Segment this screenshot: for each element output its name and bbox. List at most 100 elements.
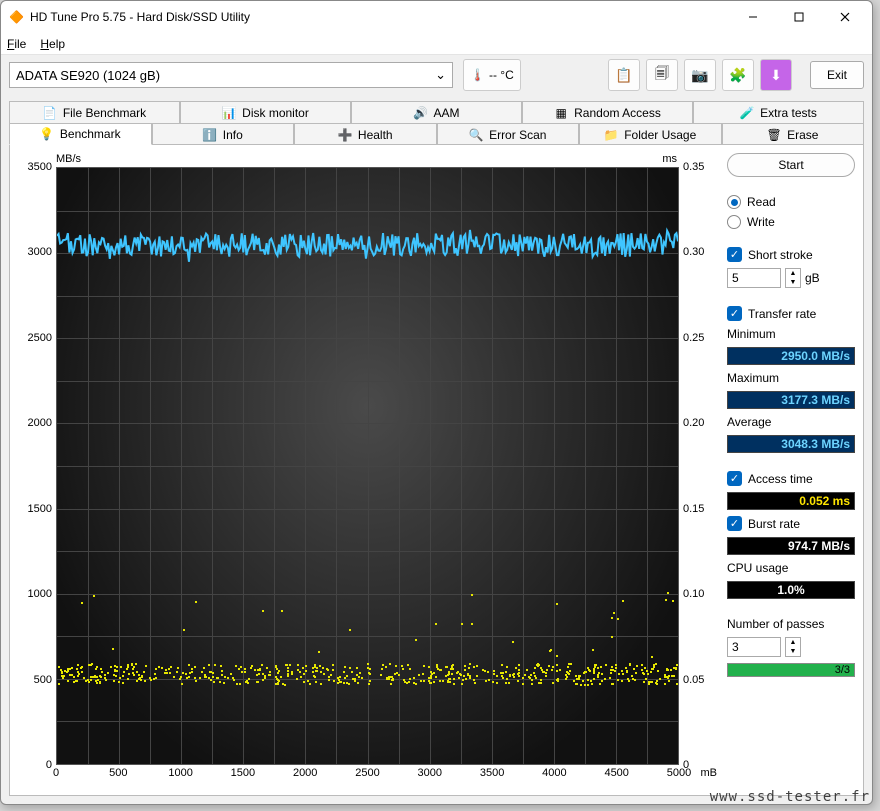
- y-left-tick: 1000: [28, 588, 52, 600]
- tab-icon: ➕: [338, 128, 352, 142]
- temperature-display: 🌡️ -- °C: [463, 59, 521, 91]
- chart-area: 0500100015002000250030003500 00.050.100.…: [18, 167, 719, 765]
- tabrow-top: 📄 File Benchmark 📊Disk monitor🔊AAM ▦ Random …: [9, 101, 864, 123]
- tab-icon: 🧪: [740, 106, 754, 120]
- read-radio[interactable]: Read: [727, 195, 855, 209]
- y-right-tick: 0.35: [683, 161, 704, 173]
- thermometer-icon: 🌡️: [470, 68, 485, 82]
- tab-info[interactable]: ℹ️Info: [152, 123, 295, 145]
- tab-extra-tests[interactable]: 🧪Extra tests: [693, 101, 864, 123]
- y-right-tick: 0.15: [683, 503, 704, 515]
- tab-health[interactable]: ➕Health: [294, 123, 437, 145]
- passes-spinner: ▲▼: [727, 637, 855, 657]
- check-icon: ✓: [727, 306, 742, 321]
- burst-rate-value: 974.7 MB/s: [727, 537, 855, 555]
- chevron-down-icon: ⌄: [435, 67, 446, 83]
- access-time-check[interactable]: ✓Access time: [727, 471, 855, 486]
- short-stroke-check[interactable]: ✓Short stroke: [727, 247, 855, 262]
- x-unit: mB: [701, 767, 718, 779]
- y-right-tick: 0.10: [683, 588, 704, 600]
- tab-icon: ▦: [554, 106, 568, 120]
- tab-label: Random Access: [574, 106, 661, 120]
- tab-icon: 🔍: [469, 128, 483, 142]
- average-value: 3048.3 MB/s: [727, 435, 855, 453]
- y-right-tick: 0.30: [683, 246, 704, 258]
- access-time-value: 0.052 ms: [727, 492, 855, 510]
- tab-icon: ℹ️: [203, 128, 217, 142]
- burst-rate-label: Burst rate: [748, 517, 800, 531]
- close-button[interactable]: [822, 2, 868, 32]
- tab-disk-monitor[interactable]: 📊Disk monitor: [180, 101, 351, 123]
- progress-bar: 3/3: [727, 663, 855, 677]
- minimize-button[interactable]: [730, 2, 776, 32]
- app-window: 🔶 HD Tune Pro 5.75 - Hard Disk/SSD Utili…: [0, 0, 873, 805]
- watermark: www.ssd-tester.fr: [710, 789, 870, 805]
- short-stroke-label: Short stroke: [748, 248, 813, 262]
- chart-wrap: MB/s ms 0500100015002000250030003500 00.…: [18, 153, 719, 787]
- copy-info-button[interactable]: 📋: [608, 59, 640, 91]
- maximum-value: 3177.3 MB/s: [727, 391, 855, 409]
- stepper[interactable]: ▲▼: [785, 268, 801, 288]
- x-tick: 3500: [480, 767, 504, 779]
- transfer-rate-check[interactable]: ✓ Transfer rate: [727, 306, 855, 321]
- chart-units: MB/s ms: [18, 153, 719, 167]
- passes-input[interactable]: [727, 637, 781, 657]
- options-button[interactable]: 🧩: [722, 59, 754, 91]
- tab-label: Erase: [787, 128, 818, 142]
- y-right-tick: 0.25: [683, 332, 704, 344]
- cpu-usage-label: CPU usage: [727, 561, 855, 575]
- screenshot-button[interactable]: 📷: [684, 59, 716, 91]
- stepper[interactable]: ▲▼: [785, 637, 801, 657]
- menu-file[interactable]: File: [7, 37, 26, 51]
- x-tick: 4000: [542, 767, 566, 779]
- x-tick: 2000: [293, 767, 317, 779]
- tab-file-benchmark[interactable]: 📄 File Benchmark: [9, 101, 180, 123]
- content-area: 📄 File Benchmark 📊Disk monitor🔊AAM ▦ Random …: [1, 95, 872, 804]
- y-left-tick: 2500: [28, 332, 52, 344]
- x-tick: 500: [109, 767, 127, 779]
- y-axis-left: 0500100015002000250030003500: [18, 167, 56, 765]
- x-tick: 2500: [355, 767, 379, 779]
- radio-icon: [727, 195, 741, 209]
- start-button[interactable]: Start: [727, 153, 855, 177]
- tab-label: AAM: [433, 106, 459, 120]
- tab-erase[interactable]: 🗑Erase: [722, 123, 865, 145]
- tab-aam[interactable]: 🔊AAM: [351, 101, 522, 123]
- tab-label: Folder Usage: [624, 128, 696, 142]
- tab-benchmark[interactable]: 💡Benchmark: [9, 123, 152, 145]
- tab-random-access[interactable]: ▦ Random Access: [522, 101, 693, 123]
- burst-rate-check[interactable]: ✓Burst rate: [727, 516, 855, 531]
- side-panel: Start Read Write ✓Short stroke ▲▼ gB ✓ Tr…: [727, 153, 855, 787]
- exit-button[interactable]: Exit: [810, 61, 864, 89]
- device-select[interactable]: ADATA SE920 (1024 gB) ⌄: [9, 62, 453, 88]
- cpu-usage-value: 1.0%: [727, 581, 855, 599]
- save-button[interactable]: ⬇: [760, 59, 792, 91]
- write-radio[interactable]: Write: [727, 215, 855, 229]
- tab-label: File Benchmark: [63, 106, 146, 120]
- tab-folder-usage[interactable]: 📁 Folder Usage: [579, 123, 722, 145]
- y-left-unit: MB/s: [56, 153, 81, 165]
- window-title: 🔶 HD Tune Pro 5.75 - Hard Disk/SSD Utili…: [9, 10, 730, 24]
- tab-icon: 📄: [43, 106, 57, 120]
- tab-error-scan[interactable]: 🔍Error Scan: [437, 123, 580, 145]
- menu-help[interactable]: Help: [40, 37, 65, 51]
- toolbar: ADATA SE920 (1024 gB) ⌄ 🌡️ -- °C 📋 🗐 📷 🧩…: [1, 55, 872, 95]
- average-label: Average: [727, 415, 855, 429]
- window-title-text: HD Tune Pro 5.75 - Hard Disk/SSD Utility: [30, 10, 250, 24]
- y-axis-right: 00.050.100.150.200.250.300.35: [679, 167, 719, 765]
- copy-screenshot-button[interactable]: 🗐: [646, 59, 678, 91]
- x-tick: 1500: [231, 767, 255, 779]
- device-select-value: ADATA SE920 (1024 gB): [16, 68, 160, 83]
- x-tick: 4500: [604, 767, 628, 779]
- short-stroke-unit: gB: [805, 271, 820, 285]
- maximize-button[interactable]: [776, 2, 822, 32]
- short-stroke-input[interactable]: [727, 268, 781, 288]
- minimum-label: Minimum: [727, 327, 855, 341]
- minimum-value: 2950.0 MB/s: [727, 347, 855, 365]
- y-left-tick: 500: [34, 674, 52, 686]
- x-axis: mB 0500100015002000250030003500400045005…: [56, 765, 679, 787]
- short-stroke-spinner: ▲▼ gB: [727, 268, 855, 288]
- radio-icon: [727, 215, 741, 229]
- tab-icon: 📁: [604, 128, 618, 142]
- transfer-rate-label: Transfer rate: [748, 307, 816, 321]
